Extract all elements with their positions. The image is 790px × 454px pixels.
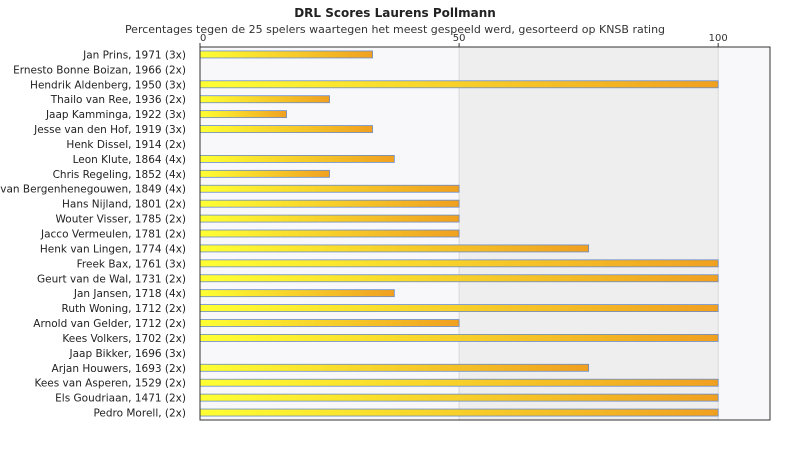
category-label: Thailo van Ree, 1936 (2x): [50, 94, 186, 106]
category-label: Hans Nijland, 1801 (2x): [62, 199, 186, 211]
category-label: Henk Dissel, 1914 (2x): [66, 139, 186, 151]
category-label: Els Goudriaan, 1471 (2x): [55, 393, 186, 405]
bar: [199, 274, 719, 283]
category-label: Chris Regeling, 1852 (4x): [53, 169, 186, 181]
bar: [199, 199, 460, 208]
bar: [199, 393, 719, 402]
category-label: Arnold van Gelder, 1712 (2x): [33, 318, 186, 330]
bar: [199, 259, 719, 268]
category-label: Jan Jansen, 1718 (4x): [73, 288, 186, 300]
bar: [199, 289, 395, 298]
bar: [199, 95, 330, 104]
category-label: Pedro Morell, (2x): [93, 408, 186, 420]
category-label: Freek Bax, 1761 (3x): [77, 258, 186, 270]
bar: [199, 80, 719, 89]
bar: [199, 229, 460, 238]
x-tick-label: 50: [453, 33, 466, 44]
bar: [199, 304, 719, 313]
bar: [199, 244, 590, 253]
category-label: Hendrik Aldenberg, 1950 (3x): [30, 79, 186, 91]
category-label: Wouter Visser, 1785 (2x): [56, 214, 187, 226]
category-label: Henk van Lingen, 1774 (4x): [40, 243, 186, 255]
category-label: Jaap Bikker, 1696 (3x): [69, 348, 186, 360]
bar: [199, 154, 395, 163]
category-label: Ernesto Bonne Boizan, 1966 (2x): [13, 64, 186, 76]
bar: [199, 214, 460, 223]
bar: [199, 378, 719, 387]
category-label: Leon Klute, 1864 (4x): [73, 154, 186, 166]
bar: [199, 50, 373, 59]
category-label: Geurt van de Wal, 1731 (2x): [37, 273, 186, 285]
bar: [199, 184, 460, 193]
y-axis-labels: Jan Prins, 1971 (3x) Ernesto Bonne Boizan…: [0, 49, 186, 419]
category-label: Ruth Woning, 1712 (2x): [62, 303, 187, 315]
bar: [199, 408, 719, 417]
bar: [199, 319, 460, 327]
bar: [199, 363, 590, 372]
category-label: Jesse van den Hof, 1919 (3x): [33, 124, 186, 136]
chart-subtitle: Percentages tegen de 25 spelers waartege…: [125, 23, 665, 36]
category-label: Kees Volkers, 1702 (2x): [62, 333, 186, 345]
plot-band: [718, 47, 770, 420]
bar: [199, 125, 373, 133]
plot-frame: [199, 46, 771, 421]
category-label: Arjan Houwers, 1693 (2x): [52, 363, 186, 375]
category-label: van Bergenhenegouwen, 1849 (4x): [0, 184, 186, 196]
bar: [199, 334, 719, 342]
x-tick-label: 100: [709, 33, 728, 44]
plot-band: [459, 47, 719, 420]
bar: [199, 169, 330, 178]
category-label: Jan Prins, 1971 (3x): [82, 49, 186, 61]
category-label: Jacco Vermeulen, 1781 (2x): [40, 229, 186, 241]
category-label: Jaap Kamminga, 1922 (3x): [45, 109, 186, 121]
bar: [199, 110, 287, 119]
chart-title: DRL Scores Laurens Pollmann: [294, 6, 496, 20]
x-tick-label: 0: [200, 33, 206, 44]
category-label: Kees van Asperen, 1529 (2x): [34, 378, 186, 390]
